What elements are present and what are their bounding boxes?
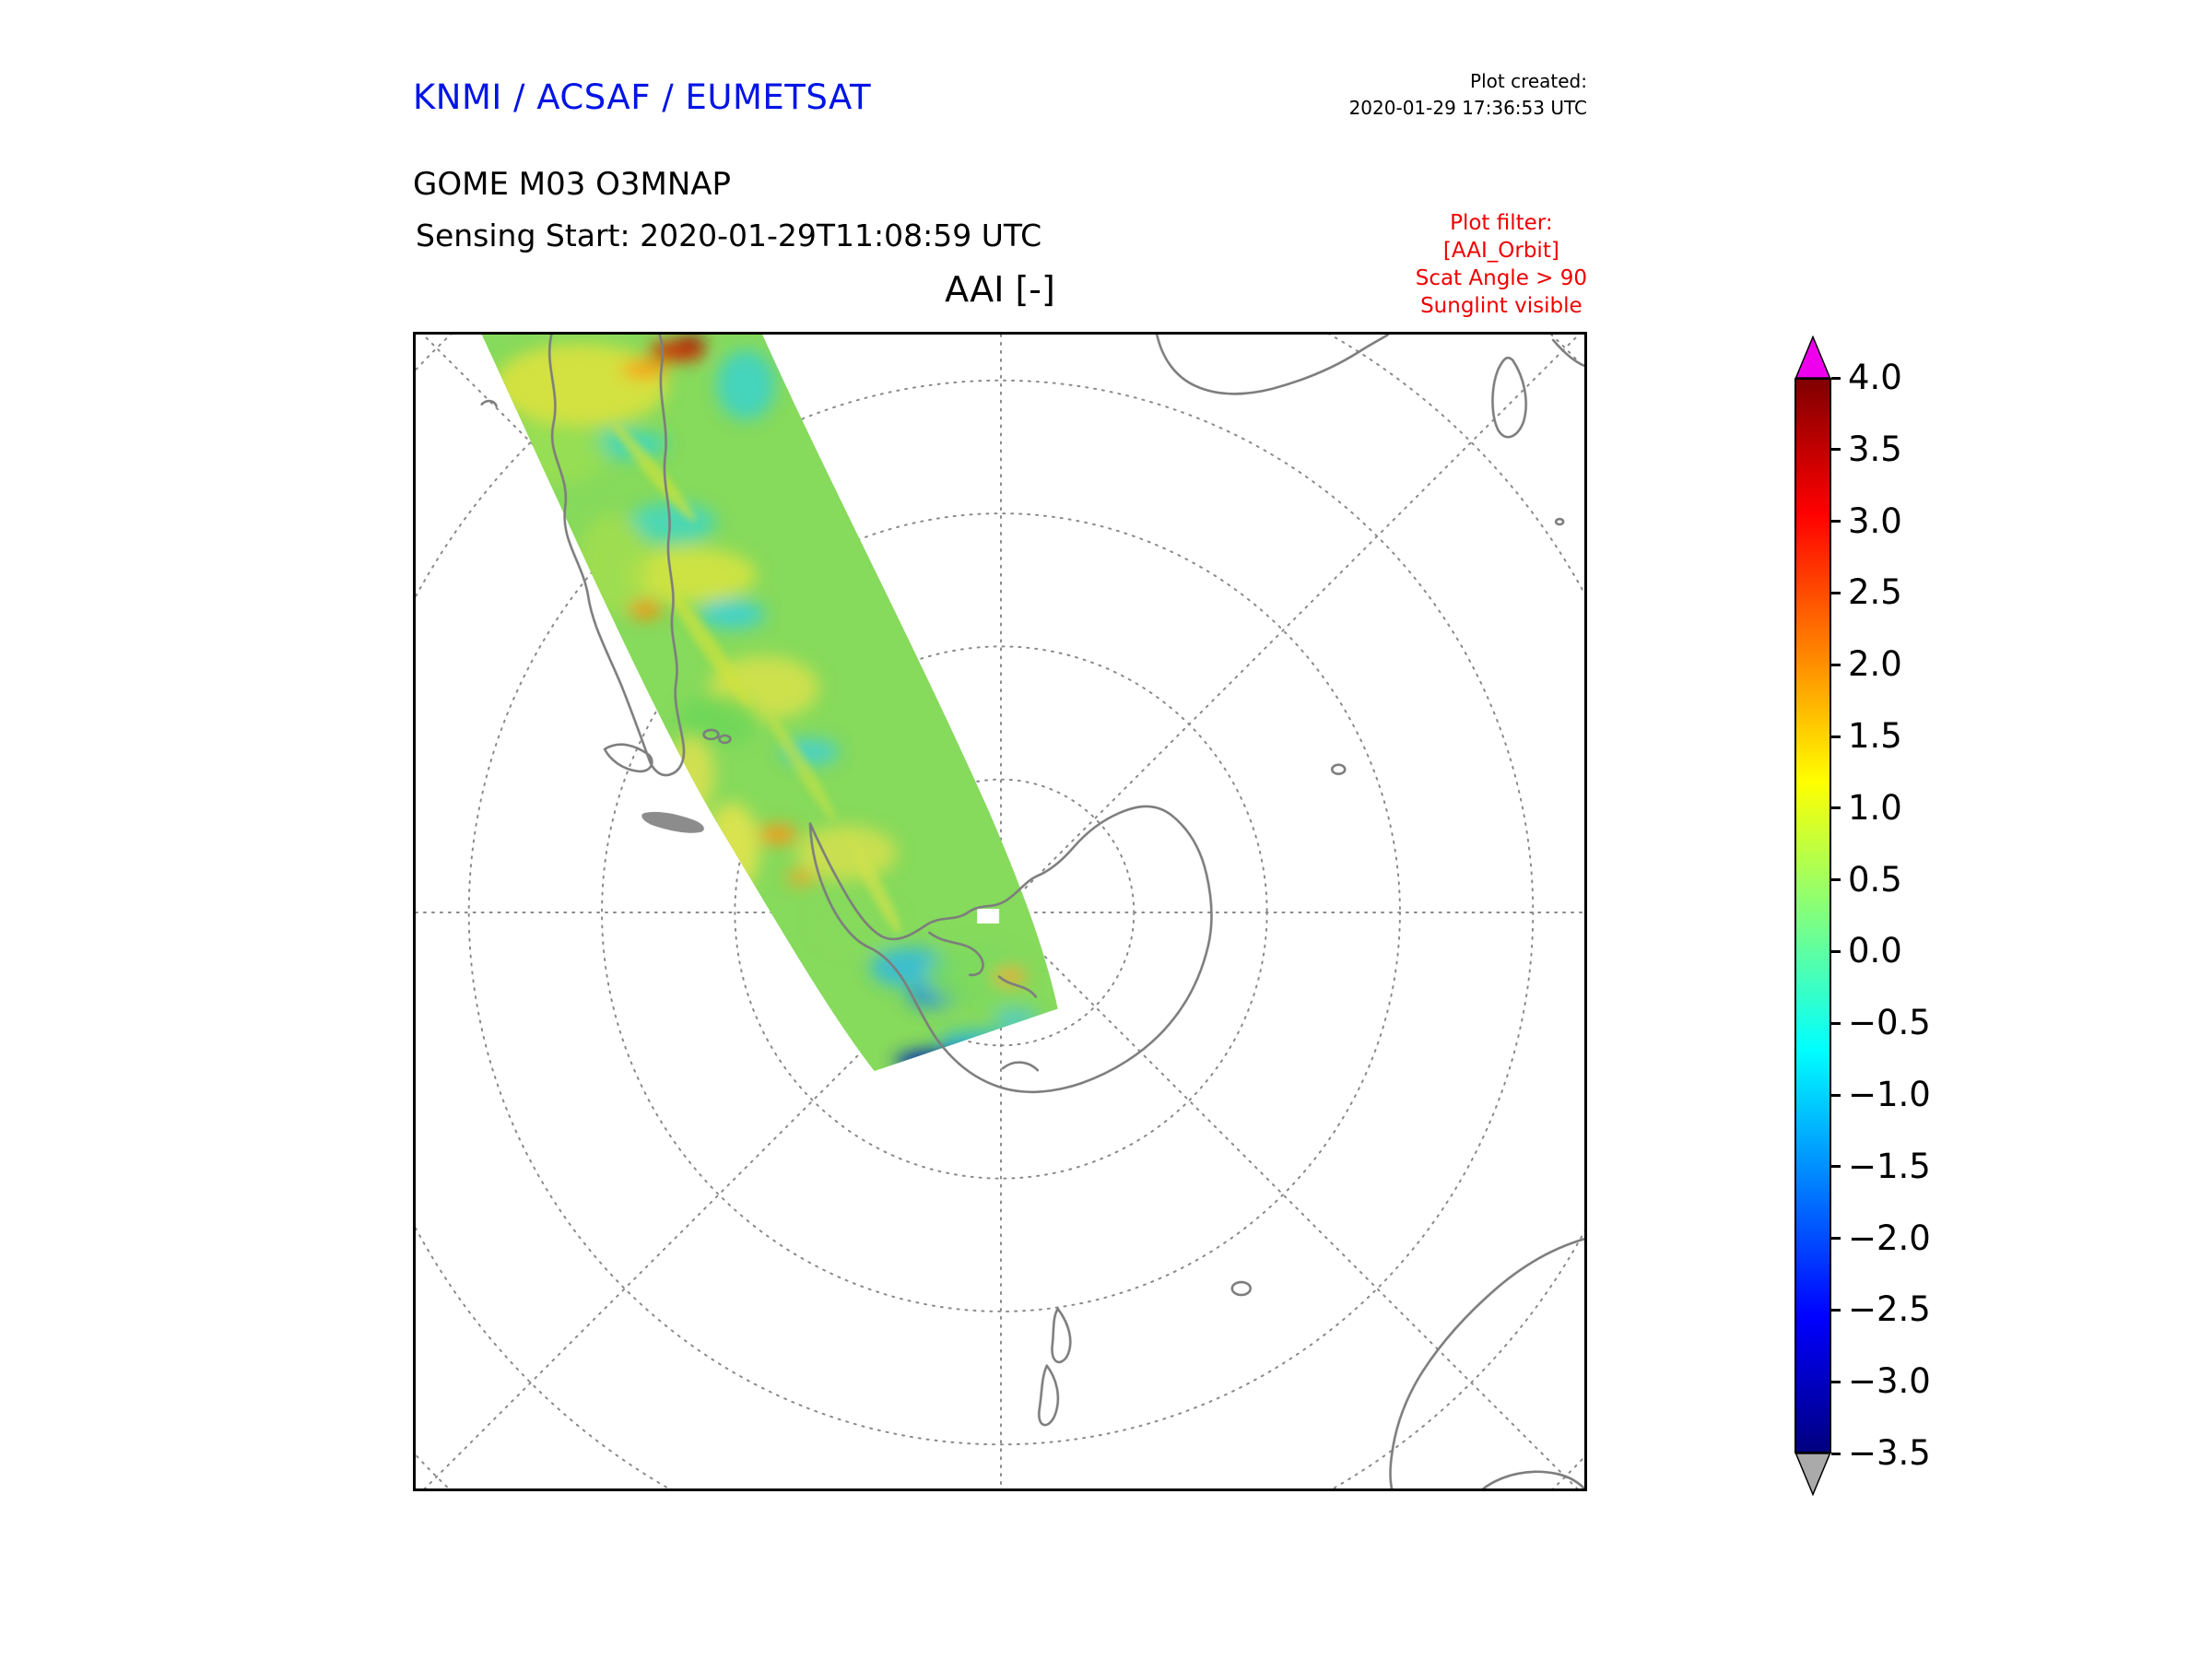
falkland-islands xyxy=(702,728,720,741)
colorbar-tick-label: 0.5 xyxy=(1848,859,1902,900)
polar-map xyxy=(416,335,1584,1488)
south-georgia-island xyxy=(641,811,704,833)
colorbar-tick-mark xyxy=(1831,1380,1841,1383)
colorbar-tick-mark xyxy=(1831,1452,1841,1455)
colorbar-tick-label: −1.5 xyxy=(1848,1146,1931,1186)
colorbar-tick-label: 3.5 xyxy=(1848,429,1902,469)
antarctica-coastline xyxy=(808,805,1213,1094)
colorbar-tick-mark xyxy=(1831,1093,1841,1097)
colorbar-tick-label: −2.5 xyxy=(1848,1289,1931,1330)
sensing-start: Sensing Start: 2020-01-29T11:08:59 UTC xyxy=(416,218,1042,253)
australia-coastline xyxy=(1389,1238,1584,1488)
satellite-swath xyxy=(481,335,1058,1072)
africa-coastline xyxy=(1155,335,1390,395)
swath-data-gap xyxy=(977,909,1000,924)
plot-created-block: Plot created: 2020-01-29 17:36:53 UTC xyxy=(1349,68,1587,122)
antarctica-ice-shelf-detail xyxy=(997,975,1038,998)
colorbar-tick-label: 2.5 xyxy=(1848,572,1902,613)
madagascar-coastline xyxy=(1491,356,1527,439)
small-island xyxy=(480,399,498,407)
colorbar-tick-label: 1.5 xyxy=(1848,716,1902,756)
colorbar-tick-label: −1.0 xyxy=(1848,1075,1931,1114)
plot-filter-scat: Scat Angle > 90 xyxy=(1415,265,1587,290)
colorbar-tick-mark xyxy=(1831,448,1841,452)
meridian-line xyxy=(423,335,1581,1488)
colorbar-gradient-bar xyxy=(1794,378,1831,1453)
colorbar-tick-mark xyxy=(1831,878,1841,882)
colorbar-tick-label: 2.0 xyxy=(1848,644,1902,685)
colorbar-over-arrow xyxy=(1794,335,1831,378)
plot-filter-title: Plot filter: xyxy=(1450,211,1553,235)
colorbar-tick-mark xyxy=(1831,520,1841,524)
colorbar-tick-mark xyxy=(1831,1021,1841,1025)
meridian-line xyxy=(421,335,1579,1488)
plot-filter-orbit: [AAI_Orbit] xyxy=(1442,238,1559,263)
south-america-coastline xyxy=(547,335,686,777)
colorbar-tick-label: 4.0 xyxy=(1848,358,1902,397)
small-island xyxy=(1554,517,1565,526)
colorbar-tick-mark xyxy=(1831,1165,1841,1169)
colorbar-tick-mark xyxy=(1831,806,1841,810)
colorbar-tick-label: −2.0 xyxy=(1848,1218,1931,1258)
falkland-islands xyxy=(718,734,732,745)
colorbar-tick-label: −3.5 xyxy=(1848,1433,1931,1473)
new-zealand-north-island xyxy=(1051,1307,1072,1364)
plot-filter-block: Plot filter: [AAI_Orbit] Scat Angle > 90… xyxy=(1416,210,1587,321)
colorbar-tick-mark xyxy=(1831,376,1841,380)
africa-east-coast-fragment xyxy=(1551,338,1584,368)
tierra-del-fuego-coastline xyxy=(603,743,653,773)
colorbar-tick-label: 1.0 xyxy=(1848,787,1902,828)
org-title: KNMI / ACSAF / EUMETSAT xyxy=(413,77,872,117)
new-zealand-south-island xyxy=(1038,1364,1060,1427)
colorbar-tick-label: 3.0 xyxy=(1848,500,1902,541)
colorbar-tick-label: −3.0 xyxy=(1848,1361,1931,1402)
colorbar-tick-mark xyxy=(1831,1237,1841,1241)
colorbar: 4.0 3.5 3.0 2.5 2.0 1.5 1.0 0.5 0.0 −0.5 −1.0 −1.5 −… xyxy=(1794,335,1997,1515)
plot-created-label: Plot created: xyxy=(1470,70,1587,92)
colorbar-tick-label: 0.0 xyxy=(1848,931,1902,971)
coastlines xyxy=(480,335,1584,1488)
product-title: GOME M03 O3MNAP xyxy=(413,166,732,203)
map-frame xyxy=(413,332,1587,1491)
antarctica-ice-shelf-detail xyxy=(1001,1061,1040,1072)
over-arrow-shape xyxy=(1794,335,1831,378)
australia-corner-coastline xyxy=(1482,1470,1584,1488)
under-arrow-shape xyxy=(1794,1453,1831,1496)
tasmania-island xyxy=(1230,1280,1253,1297)
kerguelen-island xyxy=(1331,763,1347,776)
colorbar-under-arrow xyxy=(1794,1453,1831,1496)
colorbar-tick-mark xyxy=(1831,735,1841,738)
plot-filter-sunglint: Sunglint visible xyxy=(1420,293,1583,318)
colorbar-tick-mark xyxy=(1831,663,1841,666)
plot-created-value: 2020-01-29 17:36:53 UTC xyxy=(1348,97,1587,119)
map-title: AAI [-] xyxy=(945,269,1055,310)
antarctica-ice-shelf-detail xyxy=(928,931,984,976)
colorbar-tick-mark xyxy=(1831,949,1841,953)
colorbar-tick-label: −0.5 xyxy=(1848,1003,1931,1043)
colorbar-tick-mark xyxy=(1831,1308,1841,1312)
graticule-grid xyxy=(416,335,1584,1488)
colorbar-tick-mark xyxy=(1831,591,1841,594)
